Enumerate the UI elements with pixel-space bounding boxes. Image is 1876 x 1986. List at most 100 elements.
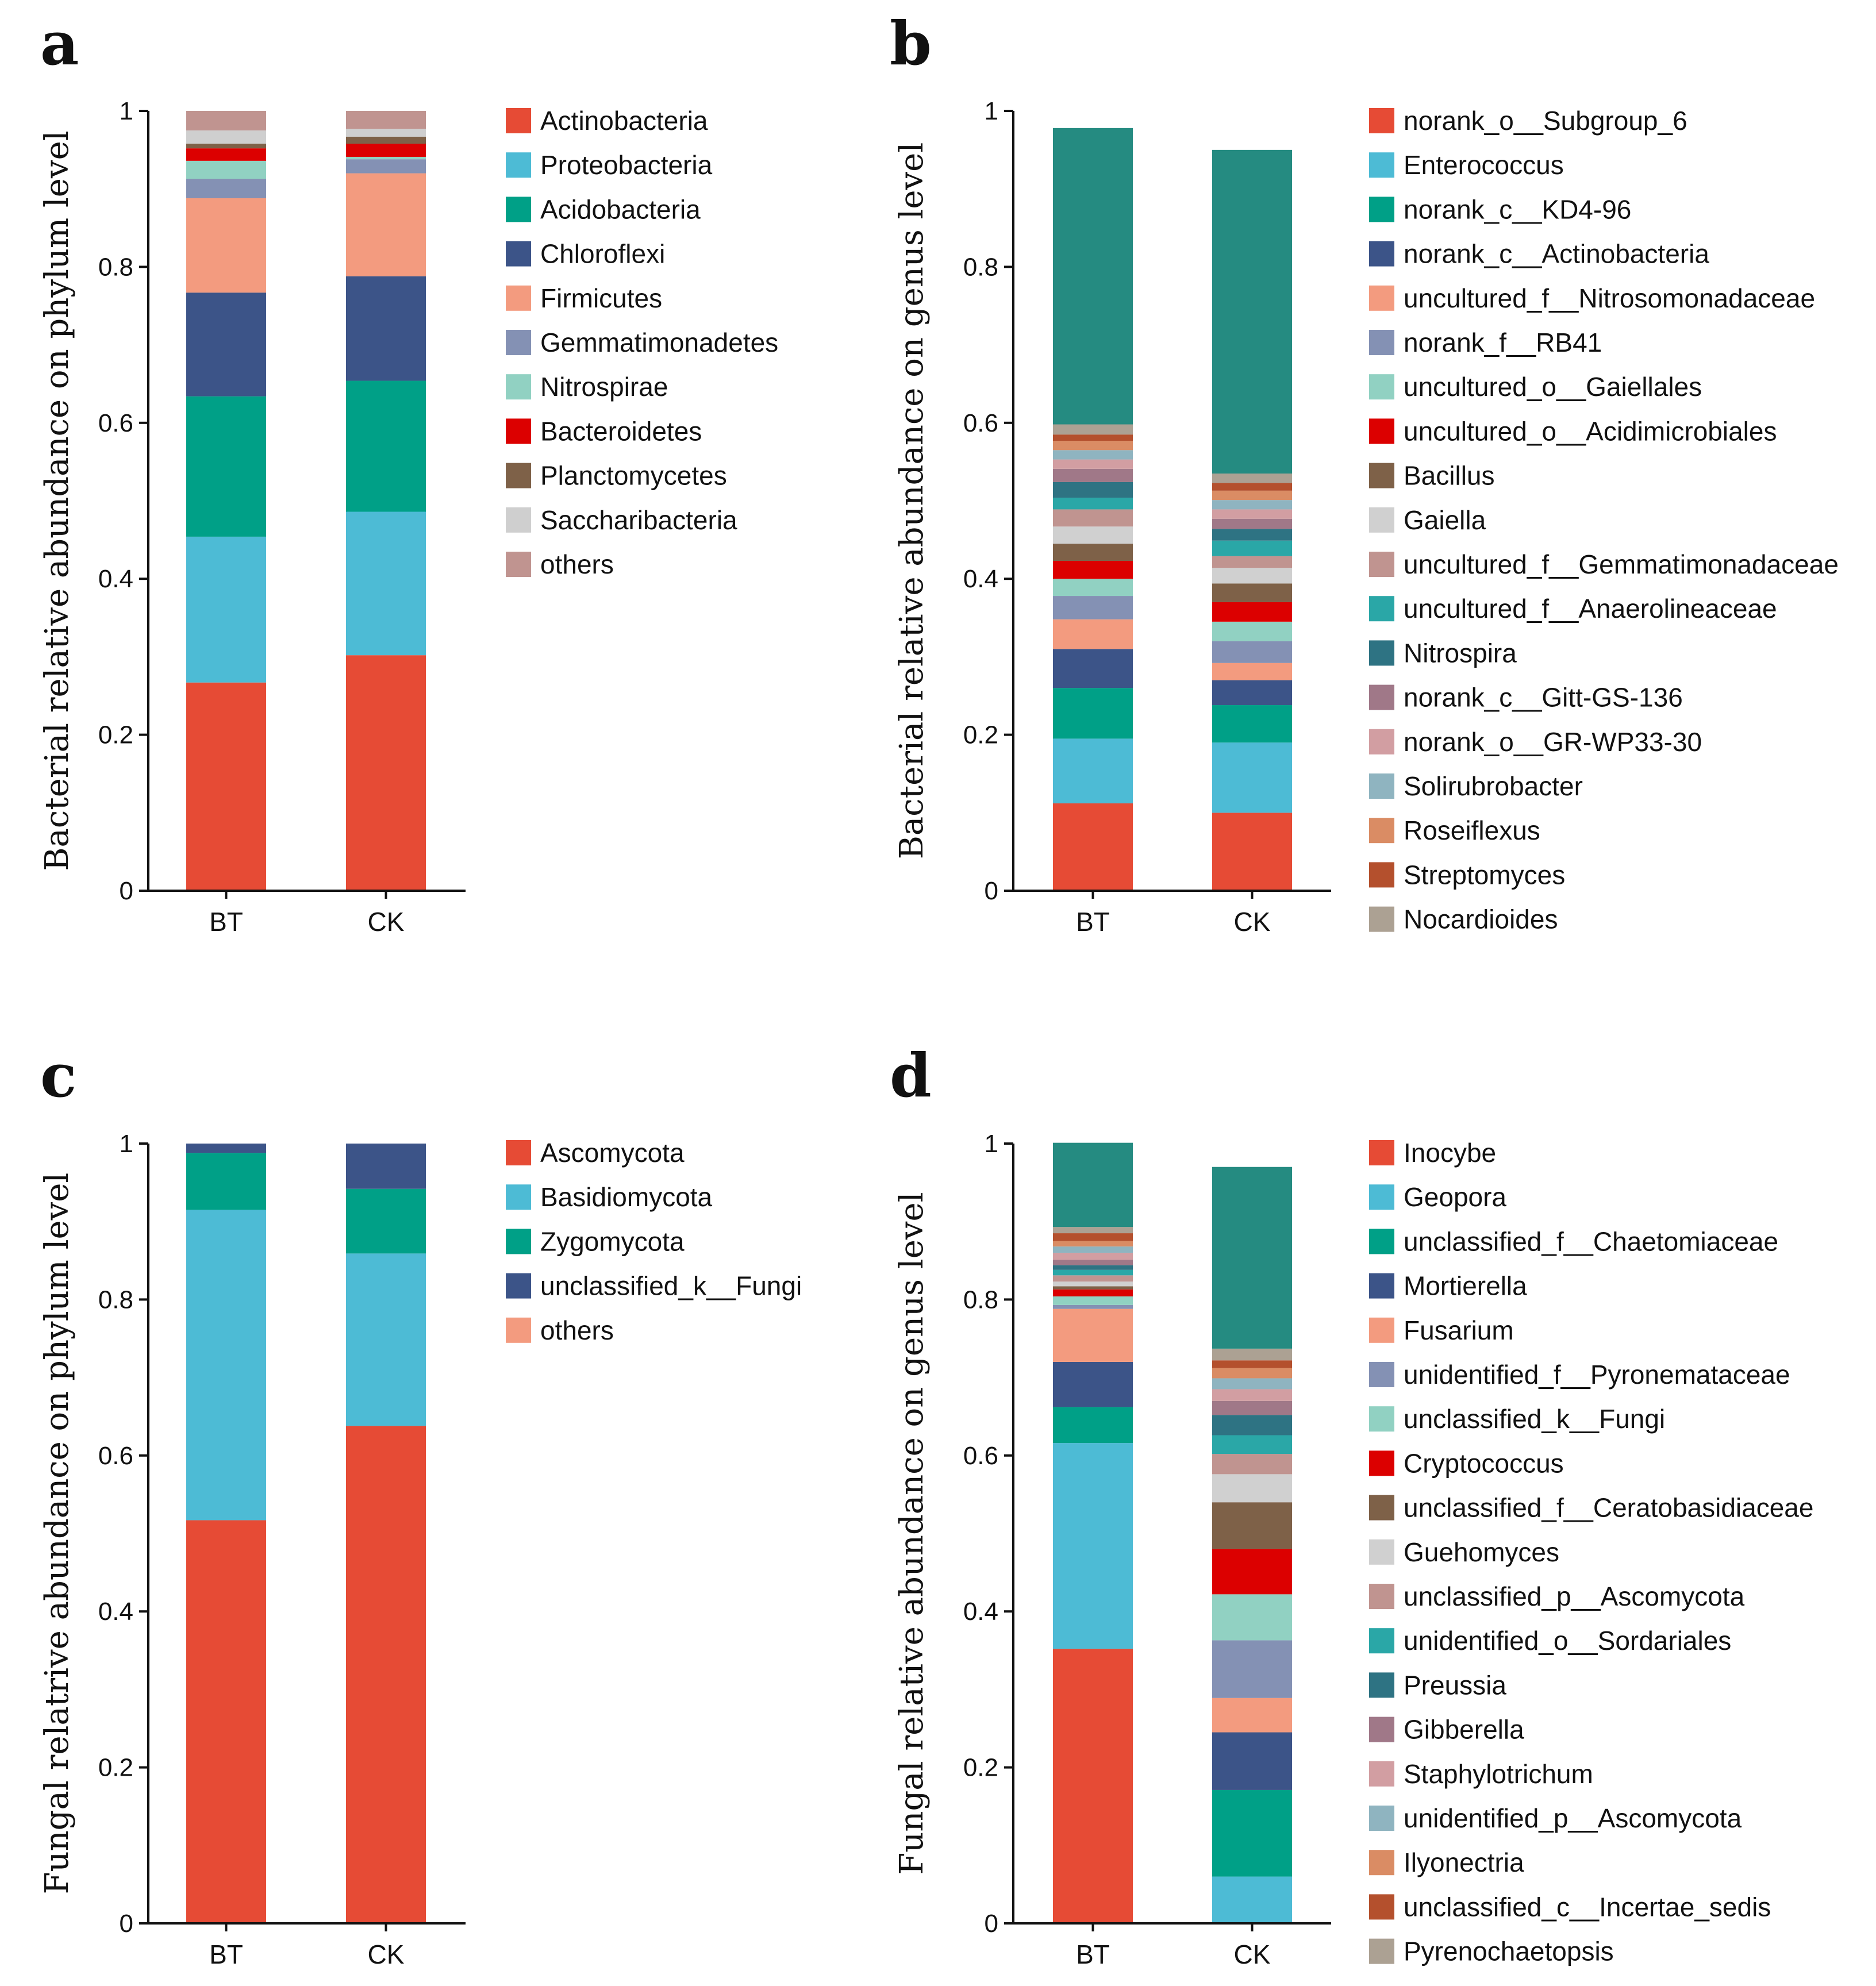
bar-segment-b-BT-Nitrospira <box>1053 482 1133 498</box>
bar-segment-c-CK-Ascomycota <box>346 1426 426 1923</box>
bar-segment-d-CK-Cryptococcus <box>1212 1549 1292 1595</box>
y-tick-label-b-0: 0 <box>985 877 998 905</box>
legend-swatch-b-Roseiflexus <box>1369 818 1394 844</box>
x-tick-label-d-BT: BT <box>1076 1939 1110 1969</box>
legend-label-b-uncultured_f__Gemmatimonadaceae: uncultured_f__Gemmatimonadaceae <box>1404 549 1839 579</box>
bar-segment-a-CK-Planctomycetes <box>346 136 426 144</box>
bar-segment-a-BT-others <box>186 111 266 130</box>
legend-label-b-uncultured_o__Acidimicrobiales: uncultured_o__Acidimicrobiales <box>1404 416 1777 446</box>
legend-label-a-Saccharibacteria: Saccharibacteria <box>540 505 737 535</box>
bar-segment-d-BT-Preussia <box>1053 1265 1133 1270</box>
bar-segment-d-CK-Guehomyces <box>1212 1474 1292 1503</box>
bar-segment-a-CK-Proteobacteria <box>346 511 426 656</box>
legend-label-d-unidentified_p__Ascomycota: unidentified_p__Ascomycota <box>1404 1803 1742 1833</box>
legend-swatch-b-Gaiella <box>1369 507 1394 533</box>
y-axis-title-d: Fungal relative abundance on genus level <box>893 1192 931 1875</box>
bar-segment-d-BT-unclassified_p__Ascomycota <box>1053 1275 1133 1282</box>
bar-segment-c-CK-Zygomycota <box>346 1188 426 1254</box>
bar-segment-d-BT-unclassified_f__Ceratobasidiaceae <box>1053 1286 1133 1290</box>
legend-swatch-d-Gibberella <box>1369 1716 1394 1742</box>
bar-segment-a-BT-Acidobacteria <box>186 396 266 537</box>
bar-segment-b-CK-norank_o__Subgroup_6 <box>1212 813 1292 891</box>
bar-segment-b-CK-norank_o__GR-WP33-30 <box>1212 509 1292 519</box>
y-tick-label-d-2: 0.4 <box>963 1598 998 1626</box>
legend-label-b-Nocardioides: Nocardioides <box>1404 905 1558 934</box>
legend-swatch-b-uncultured_o__Gaiellales <box>1369 374 1394 400</box>
panel-letter-b: b <box>890 8 932 79</box>
legend-swatch-d-Cryptococcus <box>1369 1450 1394 1476</box>
legend-swatch-c-Zygomycota <box>506 1229 531 1254</box>
bar-segment-d-CK-unidentified_p__Ascomycota <box>1212 1378 1292 1390</box>
bar-segment-a-CK-Acidobacteria <box>346 380 426 512</box>
y-tick-label-b-3: 0.6 <box>963 409 998 437</box>
bar-segment-d-BT-Geopora <box>1053 1443 1133 1649</box>
legend-label-c-Basidiomycota: Basidiomycota <box>540 1182 713 1212</box>
legend-swatch-a-Firmicutes <box>506 285 531 311</box>
legend-label-d-unclassified_k__Fungi: unclassified_k__Fungi <box>1404 1404 1665 1434</box>
legend-swatch-b-norank_c__Gitt-GS-136 <box>1369 684 1394 710</box>
legend-swatch-a-Planctomycetes <box>506 463 531 488</box>
y-tick-label-d-0: 0 <box>985 1910 998 1938</box>
legend-label-d-Ilyonectria: Ilyonectria <box>1404 1848 1524 1877</box>
legend-swatch-b-norank_o__Subgroup_6 <box>1369 108 1394 133</box>
bar-segment-d-CK-Ilyonectria <box>1212 1368 1292 1379</box>
bar-segment-b-CK-Solirubrobacter <box>1212 500 1292 510</box>
legend-swatch-b-uncultured_f__Nitrosomonadaceae <box>1369 285 1394 311</box>
legend-label-c-Ascomycota: Ascomycota <box>540 1138 685 1168</box>
legend-label-b-uncultured_f__Nitrosomonadaceae: uncultured_f__Nitrosomonadaceae <box>1404 283 1815 313</box>
legend-label-b-uncultured_o__Gaiellales: uncultured_o__Gaiellales <box>1404 372 1702 402</box>
bar-segment-b-BT-norank_c__KD4-96 <box>1053 688 1133 739</box>
legend-label-a-Nitrospirae: Nitrospirae <box>540 372 668 402</box>
bar-segment-b-CK-uncultured_o__Gaiellales <box>1212 621 1292 641</box>
bar-segment-b-BT-Bacillus <box>1053 544 1133 561</box>
y-axis-title-b: Bacterial relative abundance on genus le… <box>893 143 931 859</box>
legend-swatch-a-Acidobacteria <box>506 197 531 222</box>
y-tick-label-c-4: 0.8 <box>98 1285 133 1314</box>
legend-label-a-Acidobacteria: Acidobacteria <box>540 194 701 224</box>
legend-swatch-b-norank_c__KD4-96 <box>1369 197 1394 222</box>
legend-swatch-d-unidentified_o__Sordariales <box>1369 1628 1394 1654</box>
legend-swatch-d-Mortierella <box>1369 1273 1394 1299</box>
y-tick-label-d-5: 1 <box>985 1130 998 1158</box>
legend-label-d-Gibberella: Gibberella <box>1404 1715 1524 1745</box>
legend-label-d-Mortierella: Mortierella <box>1404 1271 1527 1301</box>
bar-segment-b-BT-Nocardioides <box>1053 424 1133 435</box>
legend-swatch-d-Inocybe <box>1369 1140 1394 1165</box>
legend-label-c-others: others <box>540 1315 614 1345</box>
legend-swatch-d-Ilyonectria <box>1369 1850 1394 1876</box>
legend-label-a-others: others <box>540 549 614 579</box>
y-tick-label-a-2: 0.4 <box>98 565 133 593</box>
bar-segment-d-CK-others <box>1212 1167 1292 1349</box>
legend-swatch-c-Basidiomycota <box>506 1184 531 1210</box>
bar-segment-b-BT-norank_o__Subgroup_6 <box>1053 803 1133 891</box>
bar-segment-b-CK-uncultured_f__Nitrosomonadaceae <box>1212 663 1292 680</box>
legend-label-b-norank_c__Gitt-GS-136: norank_c__Gitt-GS-136 <box>1404 683 1683 713</box>
bar-segment-b-BT-uncultured_o__Gaiellales <box>1053 579 1133 596</box>
bar-segment-b-BT-Streptomyces <box>1053 434 1133 441</box>
bar-segment-d-BT-unidentified_o__Sordariales <box>1053 1269 1133 1276</box>
legend-label-d-Inocybe: Inocybe <box>1404 1138 1496 1168</box>
legend-label-b-Bacillus: Bacillus <box>1404 461 1495 491</box>
legend-swatch-b-Bacillus <box>1369 463 1394 488</box>
legend-label-b-Enterococcus: Enterococcus <box>1404 150 1564 180</box>
bar-segment-d-BT-Inocybe <box>1053 1649 1133 1923</box>
legend-swatch-a-others <box>506 552 531 577</box>
legend-label-b-uncultured_f__Anaerolineaceae: uncultured_f__Anaerolineaceae <box>1404 594 1777 623</box>
y-tick-label-c-5: 1 <box>120 1130 133 1158</box>
bar-segment-d-BT-unclassified_c__Incertae_sedis <box>1053 1233 1133 1241</box>
bar-segment-a-CK-Chloroflexi <box>346 276 426 381</box>
y-tick-label-a-4: 0.8 <box>98 253 133 281</box>
bar-segment-d-BT-others <box>1053 1142 1133 1227</box>
bar-segment-a-CK-Bacteroidetes <box>346 143 426 157</box>
y-tick-label-a-3: 0.6 <box>98 409 133 437</box>
x-tick-label-c-BT: BT <box>209 1939 243 1969</box>
legend-label-d-Cryptococcus: Cryptococcus <box>1404 1448 1564 1478</box>
bar-segment-b-CK-norank_c__Actinobacteria <box>1212 680 1292 706</box>
bar-segment-a-CK-Gemmatimonadetes <box>346 159 426 174</box>
bar-segment-d-CK-Geopora <box>1212 1876 1292 1923</box>
legend-swatch-b-uncultured_o__Acidimicrobiales <box>1369 418 1394 444</box>
bar-segment-b-CK-others <box>1212 149 1292 474</box>
legend-label-b-Solirubrobacter: Solirubrobacter <box>1404 771 1583 801</box>
legend-label-b-norank_c__Actinobacteria: norank_c__Actinobacteria <box>1404 239 1709 269</box>
legend-swatch-d-Preussia <box>1369 1672 1394 1698</box>
